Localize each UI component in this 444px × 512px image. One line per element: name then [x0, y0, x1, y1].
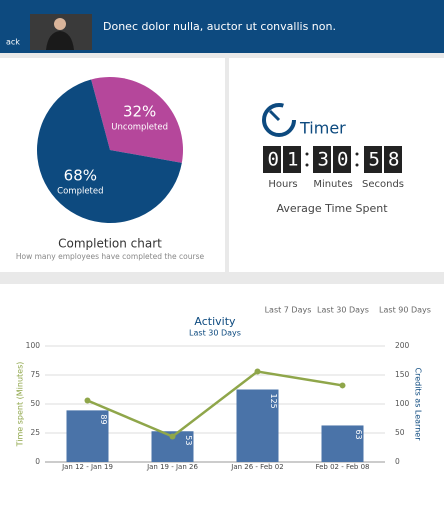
line-marker [84, 397, 91, 404]
bar [321, 425, 364, 462]
y-tick-label: 50 [30, 399, 40, 408]
timer-icon [262, 103, 296, 137]
pie-slice [91, 77, 183, 163]
colons [305, 152, 359, 167]
x-tick-label: Jan 26 - Feb 02 [230, 463, 283, 471]
pie-category-label: Uncompleted [111, 122, 168, 132]
y2-tick-label: 200 [395, 341, 410, 350]
timer-caption: Average Time Spent [276, 202, 388, 215]
x-tick-label: Feb 02 - Feb 08 [315, 463, 369, 471]
seconds-label: Seconds [362, 179, 404, 190]
pie-value-label: 68% [64, 167, 97, 185]
hours-label: Hours [268, 179, 297, 190]
pie-value-label: 32% [123, 102, 156, 120]
timer-hand [268, 109, 281, 122]
header-title: Donec dolor nulla, auctor ut convallis n… [103, 20, 336, 33]
minutes-box [313, 146, 351, 173]
line [87, 370, 343, 438]
y2-tick-label: 50 [395, 428, 405, 437]
x-tick-label: Jan 19 - Jan 26 [146, 463, 198, 471]
line-marker [254, 368, 261, 375]
y2-tick-label: 150 [395, 370, 410, 379]
pie-subtitle: How many employees have completed the co… [16, 252, 205, 261]
hours-digits: 01 [268, 149, 307, 171]
x-tick-label: Jan 12 - Jan 19 [61, 463, 113, 471]
y-tick-label: 25 [30, 428, 40, 437]
filter-button[interactable]: Last 7 Days [265, 306, 312, 315]
y2-tick-label: 100 [395, 399, 410, 408]
bar [236, 389, 279, 462]
bar-value-label: 125 [269, 394, 278, 409]
y2-axis-title: Credits as Learner [414, 368, 423, 442]
activity-title: Activity [194, 315, 236, 328]
pie-slice [36, 79, 182, 223]
y2-tick-label: 0 [395, 457, 400, 466]
filter-button[interactable]: Last 90 Days [379, 306, 431, 315]
seconds-box [364, 146, 402, 173]
minutes-label: Minutes [313, 179, 352, 190]
line-marker [169, 433, 176, 440]
pie-category-label: Completed [57, 187, 103, 197]
activity-subtitle: Last 30 Days [189, 329, 241, 338]
y-axis-title: Time spent (Minutes) [16, 362, 25, 448]
bar-value-label: 53 [184, 435, 193, 445]
timer-title: Timer [299, 119, 346, 138]
minutes-digits: 30 [318, 149, 357, 171]
bar-value-label: 63 [354, 429, 363, 439]
bar-value-label: 89 [99, 414, 108, 424]
seconds-digits: 58 [369, 149, 408, 171]
y-tick-label: 100 [26, 341, 41, 350]
y-tick-label: 75 [30, 370, 40, 379]
y-tick-label: 0 [35, 457, 40, 466]
line-marker [339, 382, 346, 389]
thumbnail-face [54, 18, 66, 30]
filter-button[interactable]: Last 30 Days [317, 306, 369, 315]
thumbnail-body [46, 31, 74, 50]
back-button[interactable]: ack [6, 38, 20, 47]
pie-title: Completion chart [58, 237, 162, 251]
hours-box [263, 146, 301, 173]
bar [66, 410, 109, 462]
